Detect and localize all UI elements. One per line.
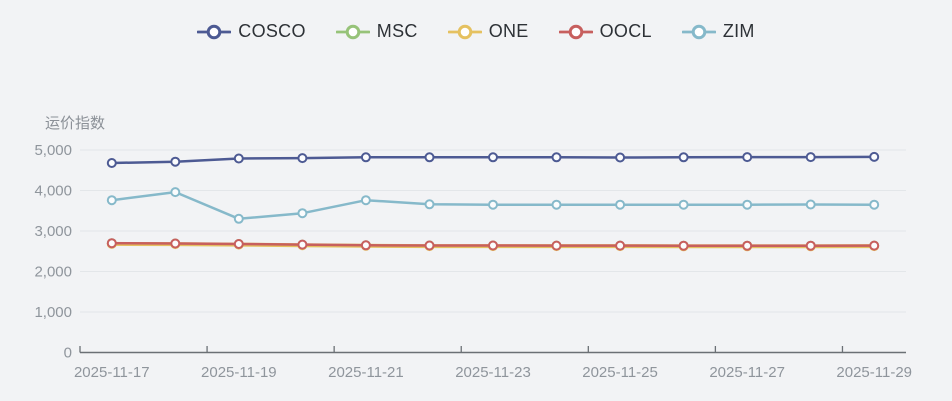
x-axis-label: 2025-11-29 (836, 364, 912, 381)
x-axis-label: 2025-11-17 (74, 364, 150, 381)
chart-legend: COSCO MSC ONE OOCL ZIM (0, 21, 952, 42)
series-marker-cosco[interactable] (742, 152, 753, 163)
series-marker-cosco[interactable] (678, 152, 689, 163)
legend-label: ZIM (722, 21, 755, 41)
legend-item-oocl[interactable]: OOCL (558, 21, 652, 42)
y-axis-label: 4,000 (34, 183, 72, 200)
series-marker-zim[interactable] (488, 199, 498, 210)
x-axis-label: 2025-11-25 (582, 364, 658, 381)
series-marker-zim[interactable] (551, 199, 562, 210)
legend-circle (568, 24, 583, 39)
series-marker-oocl[interactable] (170, 238, 181, 249)
series-marker-cosco[interactable] (233, 153, 244, 164)
x-axis-label: 2025-11-27 (709, 364, 785, 381)
series-marker-oocl[interactable] (297, 239, 308, 250)
series-marker-zim[interactable] (805, 199, 816, 210)
series-marker-oocl[interactable] (742, 240, 753, 251)
legend-item-one[interactable]: ONE (447, 21, 529, 42)
legend-circle (691, 24, 707, 39)
y-axis-label: 0 (64, 345, 72, 362)
series-marker-oocl[interactable] (360, 240, 371, 251)
series-marker-cosco[interactable] (615, 152, 626, 163)
series-marker-oocl[interactable] (805, 240, 816, 251)
legend-label: OOCL (599, 21, 652, 41)
legend-line-marker-icon (197, 24, 232, 39)
series-marker-zim[interactable] (106, 195, 117, 206)
y-axis-label: 1,000 (34, 304, 72, 321)
series-marker-zim[interactable] (424, 199, 435, 210)
series-marker-zim[interactable] (615, 199, 626, 210)
series-marker-oocl[interactable] (678, 240, 689, 251)
y-axis-title: 运价指数 (45, 115, 105, 132)
legend-circle (457, 24, 473, 39)
series-marker-cosco[interactable] (869, 151, 880, 162)
series-marker-zim[interactable] (360, 195, 371, 206)
y-axis-label: 2,000 (34, 264, 72, 281)
legend-line-marker-icon (681, 24, 716, 39)
x-axis-label: 2025-11-21 (328, 364, 404, 381)
series-marker-cosco[interactable] (488, 152, 498, 163)
series-marker-zim[interactable] (170, 187, 181, 198)
legend-circle (345, 24, 361, 39)
series-marker-cosco[interactable] (106, 158, 117, 168)
legend-circle (206, 24, 222, 39)
series-marker-zim[interactable] (869, 199, 880, 210)
legend-item-msc[interactable]: MSC (335, 21, 418, 42)
series-marker-oocl[interactable] (106, 238, 117, 249)
y-axis-label: 3,000 (34, 223, 72, 240)
series-marker-cosco[interactable] (424, 152, 435, 163)
series-marker-oocl[interactable] (488, 240, 498, 251)
series-marker-cosco[interactable] (170, 156, 181, 167)
legend-line-marker-icon (558, 24, 593, 39)
legend-item-cosco[interactable]: COSCO (197, 21, 306, 42)
legend-label: COSCO (238, 21, 306, 41)
legend-line-marker-icon (335, 24, 370, 39)
x-axis-label: 2025-11-23 (455, 364, 531, 381)
series-marker-oocl[interactable] (869, 240, 880, 251)
series-marker-zim[interactable] (742, 199, 753, 210)
y-axis-label: 5,000 (34, 142, 72, 159)
series-marker-oocl[interactable] (551, 240, 562, 251)
series-marker-cosco[interactable] (805, 152, 816, 163)
series-marker-cosco[interactable] (360, 152, 371, 163)
series-marker-zim[interactable] (678, 199, 689, 210)
legend-item-zim[interactable]: ZIM (681, 21, 755, 42)
series-marker-cosco[interactable] (297, 153, 308, 164)
series-marker-zim[interactable] (297, 208, 308, 219)
series-marker-oocl[interactable] (233, 239, 244, 249)
legend-line-marker-icon (447, 24, 482, 39)
legend-label: ONE (488, 21, 529, 41)
x-axis-label: 2025-11-19 (201, 364, 277, 381)
legend-label: MSC (376, 21, 418, 41)
series-marker-zim[interactable] (233, 213, 244, 224)
series-marker-oocl[interactable] (424, 240, 435, 251)
series-marker-cosco[interactable] (551, 152, 562, 163)
series-marker-oocl[interactable] (615, 240, 626, 251)
